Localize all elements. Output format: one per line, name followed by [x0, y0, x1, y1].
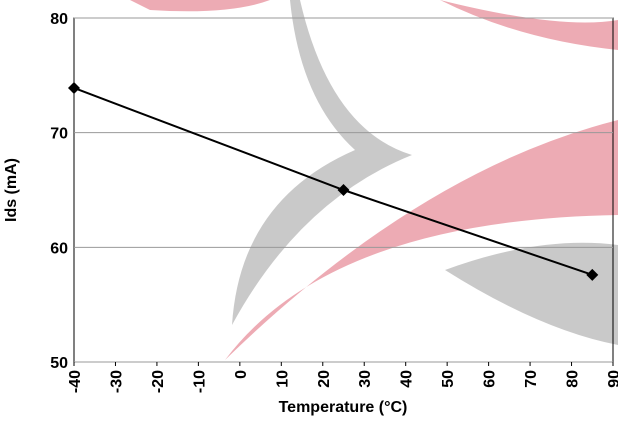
point-marker [68, 81, 80, 94]
x-tick-label: 80 [565, 370, 582, 388]
x-tick-label: -20 [150, 370, 167, 393]
point-marker [586, 268, 599, 281]
y-axis-label: Ids (mA) [3, 158, 20, 222]
x-tick-label: 0 [233, 370, 250, 379]
x-tick-label: -30 [108, 370, 125, 393]
y-tick-label: 60 [50, 240, 68, 257]
x-axis-label: Temperature (°C) [279, 399, 408, 416]
x-tick-label: -40 [67, 370, 84, 393]
x-tick-label: 20 [316, 370, 333, 388]
x-tick-label: -10 [191, 370, 208, 393]
x-tick-label: 50 [440, 370, 457, 388]
x-tick-label: 10 [274, 370, 291, 388]
x-tick-label: 40 [399, 370, 416, 388]
y-tick-label: 70 [50, 126, 68, 143]
watermark [130, 0, 618, 360]
x-tick-label: 70 [523, 370, 540, 388]
x-tick-label: 60 [482, 370, 499, 388]
x-tick-label: 90 [606, 370, 618, 388]
y-tick-label: 80 [50, 11, 68, 28]
point-marker [337, 184, 350, 196]
y-tick-label: 50 [50, 355, 68, 372]
x-tick-label: 30 [357, 370, 374, 388]
